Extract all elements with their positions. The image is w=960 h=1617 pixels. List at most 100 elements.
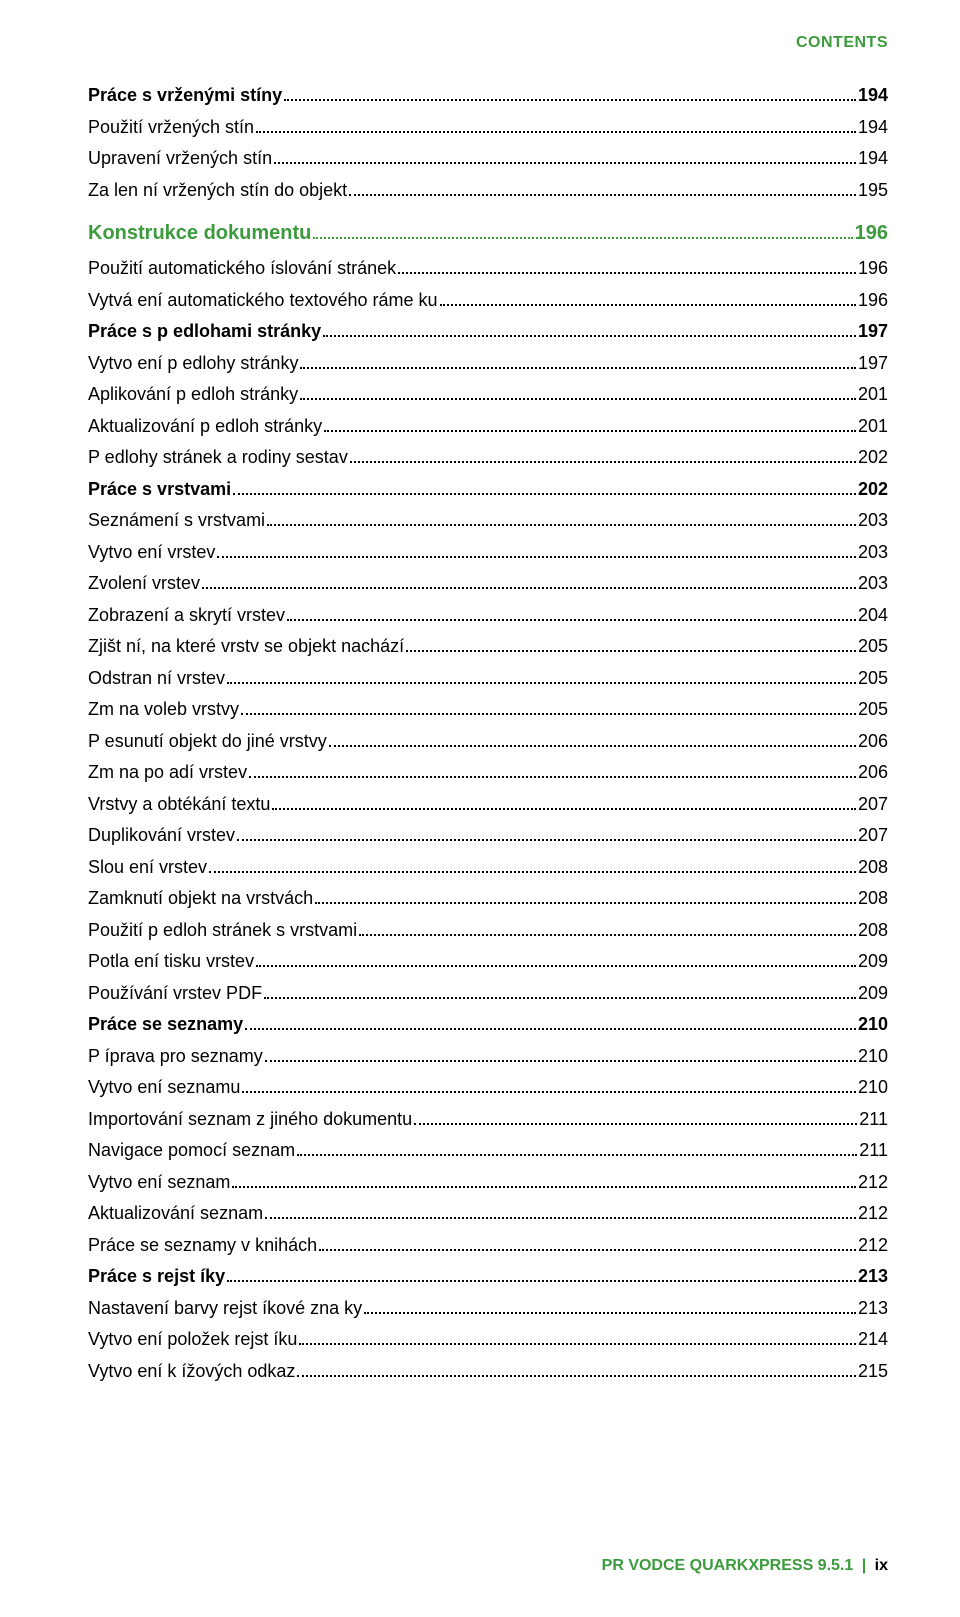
toc-leader-dots xyxy=(297,1375,856,1377)
toc-entry-page: 215 xyxy=(858,1356,888,1388)
toc-row: Zobrazení a skrytí vrstev 204 xyxy=(88,600,888,632)
toc-leader-dots xyxy=(300,367,856,369)
toc-row: Zm na voleb vrstvy205 xyxy=(88,694,888,726)
toc-row: Upravení vržených stín 194 xyxy=(88,143,888,175)
toc-entry-label: Duplikování vrstev xyxy=(88,820,235,852)
toc-row: Seznámení s vrstvami203 xyxy=(88,505,888,537)
toc-entry-page: 197 xyxy=(858,348,888,380)
toc-entry-label: Slou ení vrstev xyxy=(88,852,207,884)
toc-row: Odstran ní vrstev 205 xyxy=(88,663,888,695)
toc-entry-label: Vytvo ení seznamu xyxy=(88,1072,240,1104)
toc-entry-label: Práce s p edlohami stránky xyxy=(88,316,321,348)
toc-entry-page: 209 xyxy=(858,978,888,1010)
toc-entry-page: 195 xyxy=(858,175,888,207)
toc-row: Importování seznam z jiného dokumentu 211 xyxy=(88,1104,888,1136)
toc-entry-label: Vytvo ení vrstev xyxy=(88,537,215,569)
toc-entry-page: 194 xyxy=(858,143,888,175)
toc-row: Nastavení barvy rejst íkové zna ky213 xyxy=(88,1293,888,1325)
footer-title: PR VODCE QUARKXPRESS 9.5.1 xyxy=(602,1557,854,1574)
toc-leader-dots xyxy=(202,587,856,589)
toc-entry-page: 201 xyxy=(858,379,888,411)
toc-row: Potla ení tisku vrstev209 xyxy=(88,946,888,978)
toc-leader-dots xyxy=(364,1312,856,1314)
toc-leader-dots xyxy=(274,162,856,164)
toc-entry-page: 211 xyxy=(859,1135,888,1167)
toc-leader-dots xyxy=(227,682,856,684)
toc-entry-label: Upravení vržených stín xyxy=(88,143,272,175)
toc-entry-label: Konstrukce dokumentu xyxy=(88,216,311,251)
toc-leader-dots xyxy=(440,304,856,306)
toc-entry-label: Odstran ní vrstev xyxy=(88,663,225,695)
toc-entry-page: 207 xyxy=(858,820,888,852)
toc-row: Vytvo ení seznam212 xyxy=(88,1167,888,1199)
toc-entry-page: 212 xyxy=(858,1167,888,1199)
toc-entry-page: 212 xyxy=(858,1230,888,1262)
toc-row: Práce s vrženými stíny194 xyxy=(88,80,888,112)
toc-entry-page: 194 xyxy=(858,112,888,144)
toc-entry-label: Potla ení tisku vrstev xyxy=(88,946,254,978)
toc-row: P edlohy stránek a rodiny sestav202 xyxy=(88,442,888,474)
toc-leader-dots xyxy=(242,1091,856,1093)
toc-entry-label: Importování seznam z jiného dokumentu xyxy=(88,1104,412,1136)
toc-entry-page: 212 xyxy=(858,1198,888,1230)
page-footer: PR VODCE QUARKXPRESS 9.5.1 | ix xyxy=(602,1557,888,1575)
toc-row: Za len ní vržených stín do objekt195 xyxy=(88,175,888,207)
toc-entry-label: Vytvo ení k ížových odkaz xyxy=(88,1356,295,1388)
toc-entry-page: 210 xyxy=(858,1041,888,1073)
table-of-contents: Práce s vrženými stíny194Použití vrženýc… xyxy=(88,80,888,1387)
toc-entry-label: Práce s vrstvami xyxy=(88,474,231,506)
toc-entry-label: Aplikování p edloh stránky xyxy=(88,379,298,411)
footer-separator: | xyxy=(862,1557,866,1574)
toc-leader-dots xyxy=(272,808,856,810)
toc-entry-page: 207 xyxy=(858,789,888,821)
toc-row: P esunutí objekt do jiné vrstvy 206 xyxy=(88,726,888,758)
toc-leader-dots xyxy=(297,1154,857,1156)
toc-entry-label: Práce s rejst íky xyxy=(88,1261,225,1293)
toc-entry-page: 202 xyxy=(858,442,888,474)
toc-row: Použití vržených stín 194 xyxy=(88,112,888,144)
toc-leader-dots xyxy=(329,745,856,747)
toc-entry-label: Vrstvy a obtékání textu xyxy=(88,789,270,821)
toc-row: Práce se seznamy210 xyxy=(88,1009,888,1041)
toc-entry-page: 214 xyxy=(858,1324,888,1356)
toc-entry-label: Použití vržených stín xyxy=(88,112,254,144)
toc-entry-label: Navigace pomocí seznam xyxy=(88,1135,295,1167)
toc-entry-page: 208 xyxy=(858,915,888,947)
toc-entry-page: 197 xyxy=(858,316,888,348)
toc-row: Aplikování p edloh stránky 201 xyxy=(88,379,888,411)
toc-entry-page: 210 xyxy=(858,1009,888,1041)
toc-entry-page: 196 xyxy=(855,216,888,251)
toc-entry-page: 208 xyxy=(858,852,888,884)
toc-entry-label: Zobrazení a skrytí vrstev xyxy=(88,600,285,632)
toc-entry-label: Aktualizování seznam xyxy=(88,1198,263,1230)
toc-row: Vrstvy a obtékání textu 207 xyxy=(88,789,888,821)
toc-entry-page: 211 xyxy=(859,1104,888,1136)
toc-entry-label: P esunutí objekt do jiné vrstvy xyxy=(88,726,327,758)
toc-leader-dots xyxy=(264,997,856,999)
toc-leader-dots xyxy=(237,839,856,841)
toc-entry-page: 196 xyxy=(858,285,888,317)
toc-leader-dots xyxy=(300,398,856,400)
toc-entry-label: Zm na po adí vrstev xyxy=(88,757,247,789)
toc-row: Konstrukce dokumentu 196 xyxy=(88,216,888,251)
toc-entry-label: Zvolení vrstev xyxy=(88,568,200,600)
toc-leader-dots xyxy=(313,237,852,239)
toc-leader-dots xyxy=(227,1280,856,1282)
toc-leader-dots xyxy=(323,335,856,337)
toc-leader-dots xyxy=(284,99,856,101)
toc-leader-dots xyxy=(249,776,856,778)
toc-leader-dots xyxy=(299,1343,856,1345)
toc-leader-dots xyxy=(324,430,856,432)
toc-leader-dots xyxy=(233,493,856,495)
toc-entry-page: 204 xyxy=(858,600,888,632)
toc-entry-page: 203 xyxy=(858,568,888,600)
toc-entry-label: Použití p edloh stránek s vrstvami xyxy=(88,915,357,947)
toc-entry-label: Práce s vrženými stíny xyxy=(88,80,282,112)
toc-entry-page: 205 xyxy=(858,694,888,726)
toc-entry-page: 205 xyxy=(858,663,888,695)
toc-entry-page: 202 xyxy=(858,474,888,506)
toc-row: Práce s vrstvami 202 xyxy=(88,474,888,506)
toc-entry-label: Používání vrstev PDF xyxy=(88,978,262,1010)
toc-row: Zm na po adí vrstev206 xyxy=(88,757,888,789)
toc-entry-page: 206 xyxy=(858,726,888,758)
